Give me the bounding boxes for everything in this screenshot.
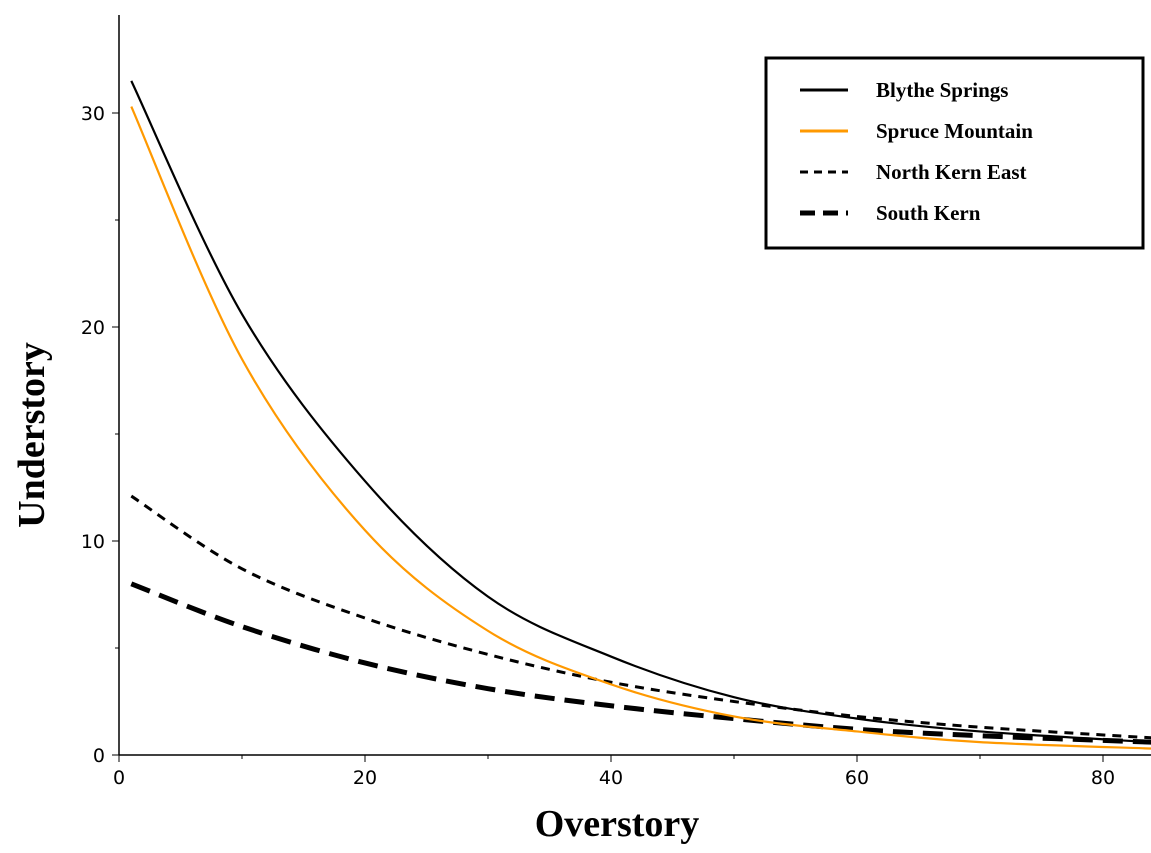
- series-line-south-kern: [130, 581, 1151, 745]
- x-tick-label: 80: [1091, 767, 1115, 789]
- x-tick-label: 20: [353, 767, 377, 789]
- y-tick-label: 30: [81, 103, 105, 125]
- series-line-spruce-mountain: [130, 106, 1151, 750]
- x-axis-title: Overstory: [535, 803, 700, 845]
- x-tick-label: 40: [599, 767, 623, 789]
- x-tick-label: 60: [845, 767, 869, 789]
- legend-items: Blythe Springs Spruce Mountain North Kern …: [800, 78, 1033, 225]
- y-tick-label: 0: [93, 745, 105, 767]
- series-line-north-kern-east: [130, 494, 1151, 740]
- y-tick-label: 20: [81, 317, 105, 339]
- legend-label-blythe-springs: Blythe Springs: [876, 78, 1008, 102]
- y-axis-title: Understory: [11, 342, 53, 528]
- tick-labels: 0 20 40 60 80 0 10 20 30: [81, 103, 1115, 789]
- legend-label-spruce-mountain: Spruce Mountain: [876, 119, 1033, 143]
- legend: Blythe Springs Spruce Mountain North Kern …: [764, 56, 1145, 250]
- y-tick-label: 10: [81, 531, 105, 553]
- plot-lines: [130, 80, 1151, 750]
- series-line-blythe-springs: [130, 80, 1151, 744]
- x-tick-label: 0: [113, 767, 125, 789]
- legend-label-north-kern-east: North Kern East: [876, 160, 1027, 184]
- axes: [118, 15, 1151, 756]
- legend-label-south-kern: South Kern: [876, 201, 981, 225]
- ticks: [112, 112, 1104, 762]
